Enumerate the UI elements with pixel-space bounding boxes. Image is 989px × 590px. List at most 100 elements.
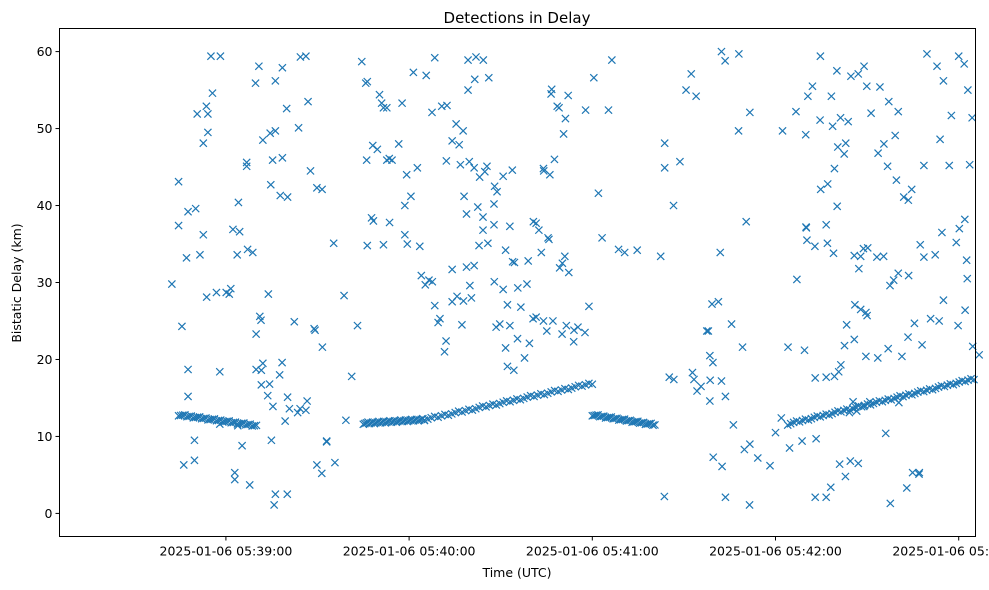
scatter-point	[850, 335, 859, 344]
scatter-point	[840, 149, 849, 158]
scatter-point	[453, 292, 462, 301]
scatter-point	[233, 250, 242, 259]
scatter-point	[742, 217, 751, 226]
scatter-point	[545, 170, 554, 179]
scatter-point	[448, 265, 457, 274]
scatter-point	[255, 312, 264, 321]
scatter-point	[734, 126, 743, 135]
scatter-point	[965, 160, 974, 169]
scatter-point	[427, 108, 437, 117]
scatter-point	[660, 163, 669, 172]
scatter-point	[174, 221, 183, 230]
scatter-point	[303, 397, 312, 406]
scatter-point	[872, 253, 881, 262]
scatter-point	[682, 86, 691, 95]
scatter-point	[193, 109, 202, 118]
scatter-point	[306, 166, 315, 175]
y-tick-label: 60	[37, 44, 53, 59]
scatter-point	[841, 139, 850, 148]
scatter-point	[902, 483, 911, 493]
scatter-point	[846, 72, 855, 81]
scatter-point	[648, 421, 658, 430]
scatter-point	[968, 113, 977, 122]
scatter-point	[493, 187, 502, 196]
scatter-point	[415, 242, 424, 251]
scatter-point	[584, 302, 593, 311]
scatter-point	[778, 126, 787, 135]
scatter-point	[243, 420, 253, 429]
scatter-point	[954, 52, 963, 61]
scatter-point	[867, 109, 876, 118]
scatter-point	[963, 274, 972, 283]
scatter-point	[294, 123, 303, 132]
scatter-point	[296, 52, 305, 62]
scatter-point	[569, 326, 579, 335]
scatter-point	[873, 353, 882, 362]
scatter-point	[195, 250, 204, 259]
scatter-point	[375, 90, 384, 99]
scatter-point	[524, 256, 533, 265]
x-tick-label: 2025-01-06 05:43:00	[892, 544, 989, 559]
scatter-point	[665, 373, 674, 382]
scatter-point	[765, 461, 775, 470]
scatter-point	[784, 343, 793, 352]
scatter-point	[945, 161, 954, 170]
scatter-point	[975, 350, 984, 359]
scatter-point	[931, 250, 940, 259]
scatter-point	[233, 421, 242, 430]
scatter-point	[510, 258, 519, 267]
scatter-point	[559, 129, 568, 138]
scatter-point	[464, 56, 473, 65]
scatter-point	[245, 480, 254, 489]
scatter-point	[555, 103, 564, 112]
scatter-point	[243, 245, 252, 254]
scatter-point	[916, 240, 925, 249]
scatter-point	[718, 462, 727, 471]
scatter-point	[852, 407, 861, 416]
y-tick-label: 10	[37, 429, 53, 444]
scatter-point	[833, 143, 842, 152]
scatter-point	[850, 300, 859, 309]
scatter-point	[470, 261, 479, 270]
scatter-point	[182, 253, 191, 262]
scatter-point	[278, 153, 287, 162]
scatter-point	[717, 47, 726, 56]
scatter-point	[402, 170, 411, 179]
scatter-point	[167, 280, 176, 289]
scatter-point	[822, 493, 831, 502]
scatter-point	[836, 360, 845, 369]
scatter-point	[467, 293, 476, 302]
scatter-point	[709, 453, 718, 462]
scatter-point	[808, 82, 817, 91]
scatter-point	[462, 263, 471, 272]
scatter-point	[904, 196, 913, 205]
scatter-point	[904, 271, 913, 280]
scatter-point	[865, 397, 874, 406]
plot-frame	[59, 28, 976, 537]
scatter-point	[886, 499, 895, 508]
scatter-point	[875, 82, 884, 92]
scatter-point	[894, 269, 903, 278]
scatter-point	[184, 365, 193, 374]
y-tick-label: 50	[37, 121, 53, 136]
scatter-point	[347, 372, 356, 381]
scatter-point	[919, 253, 928, 262]
scatter-point	[501, 246, 510, 255]
y-tick-label: 40	[37, 198, 53, 213]
scatter-point	[850, 251, 859, 260]
scatter-point	[881, 429, 890, 438]
scatter-point	[879, 139, 888, 148]
scatter-point	[215, 420, 224, 429]
scatter-point	[382, 103, 391, 112]
scatter-point	[505, 222, 514, 231]
scatter-point	[580, 328, 590, 337]
scatter-point	[304, 97, 313, 106]
scatter-point	[503, 300, 512, 309]
scatter-point	[539, 316, 548, 326]
scatter-point	[329, 239, 338, 248]
scatter-point	[836, 113, 845, 122]
scatter-point	[413, 163, 422, 172]
scatter-point	[422, 71, 431, 80]
scatter-point	[716, 248, 725, 257]
scatter-point	[489, 220, 499, 229]
